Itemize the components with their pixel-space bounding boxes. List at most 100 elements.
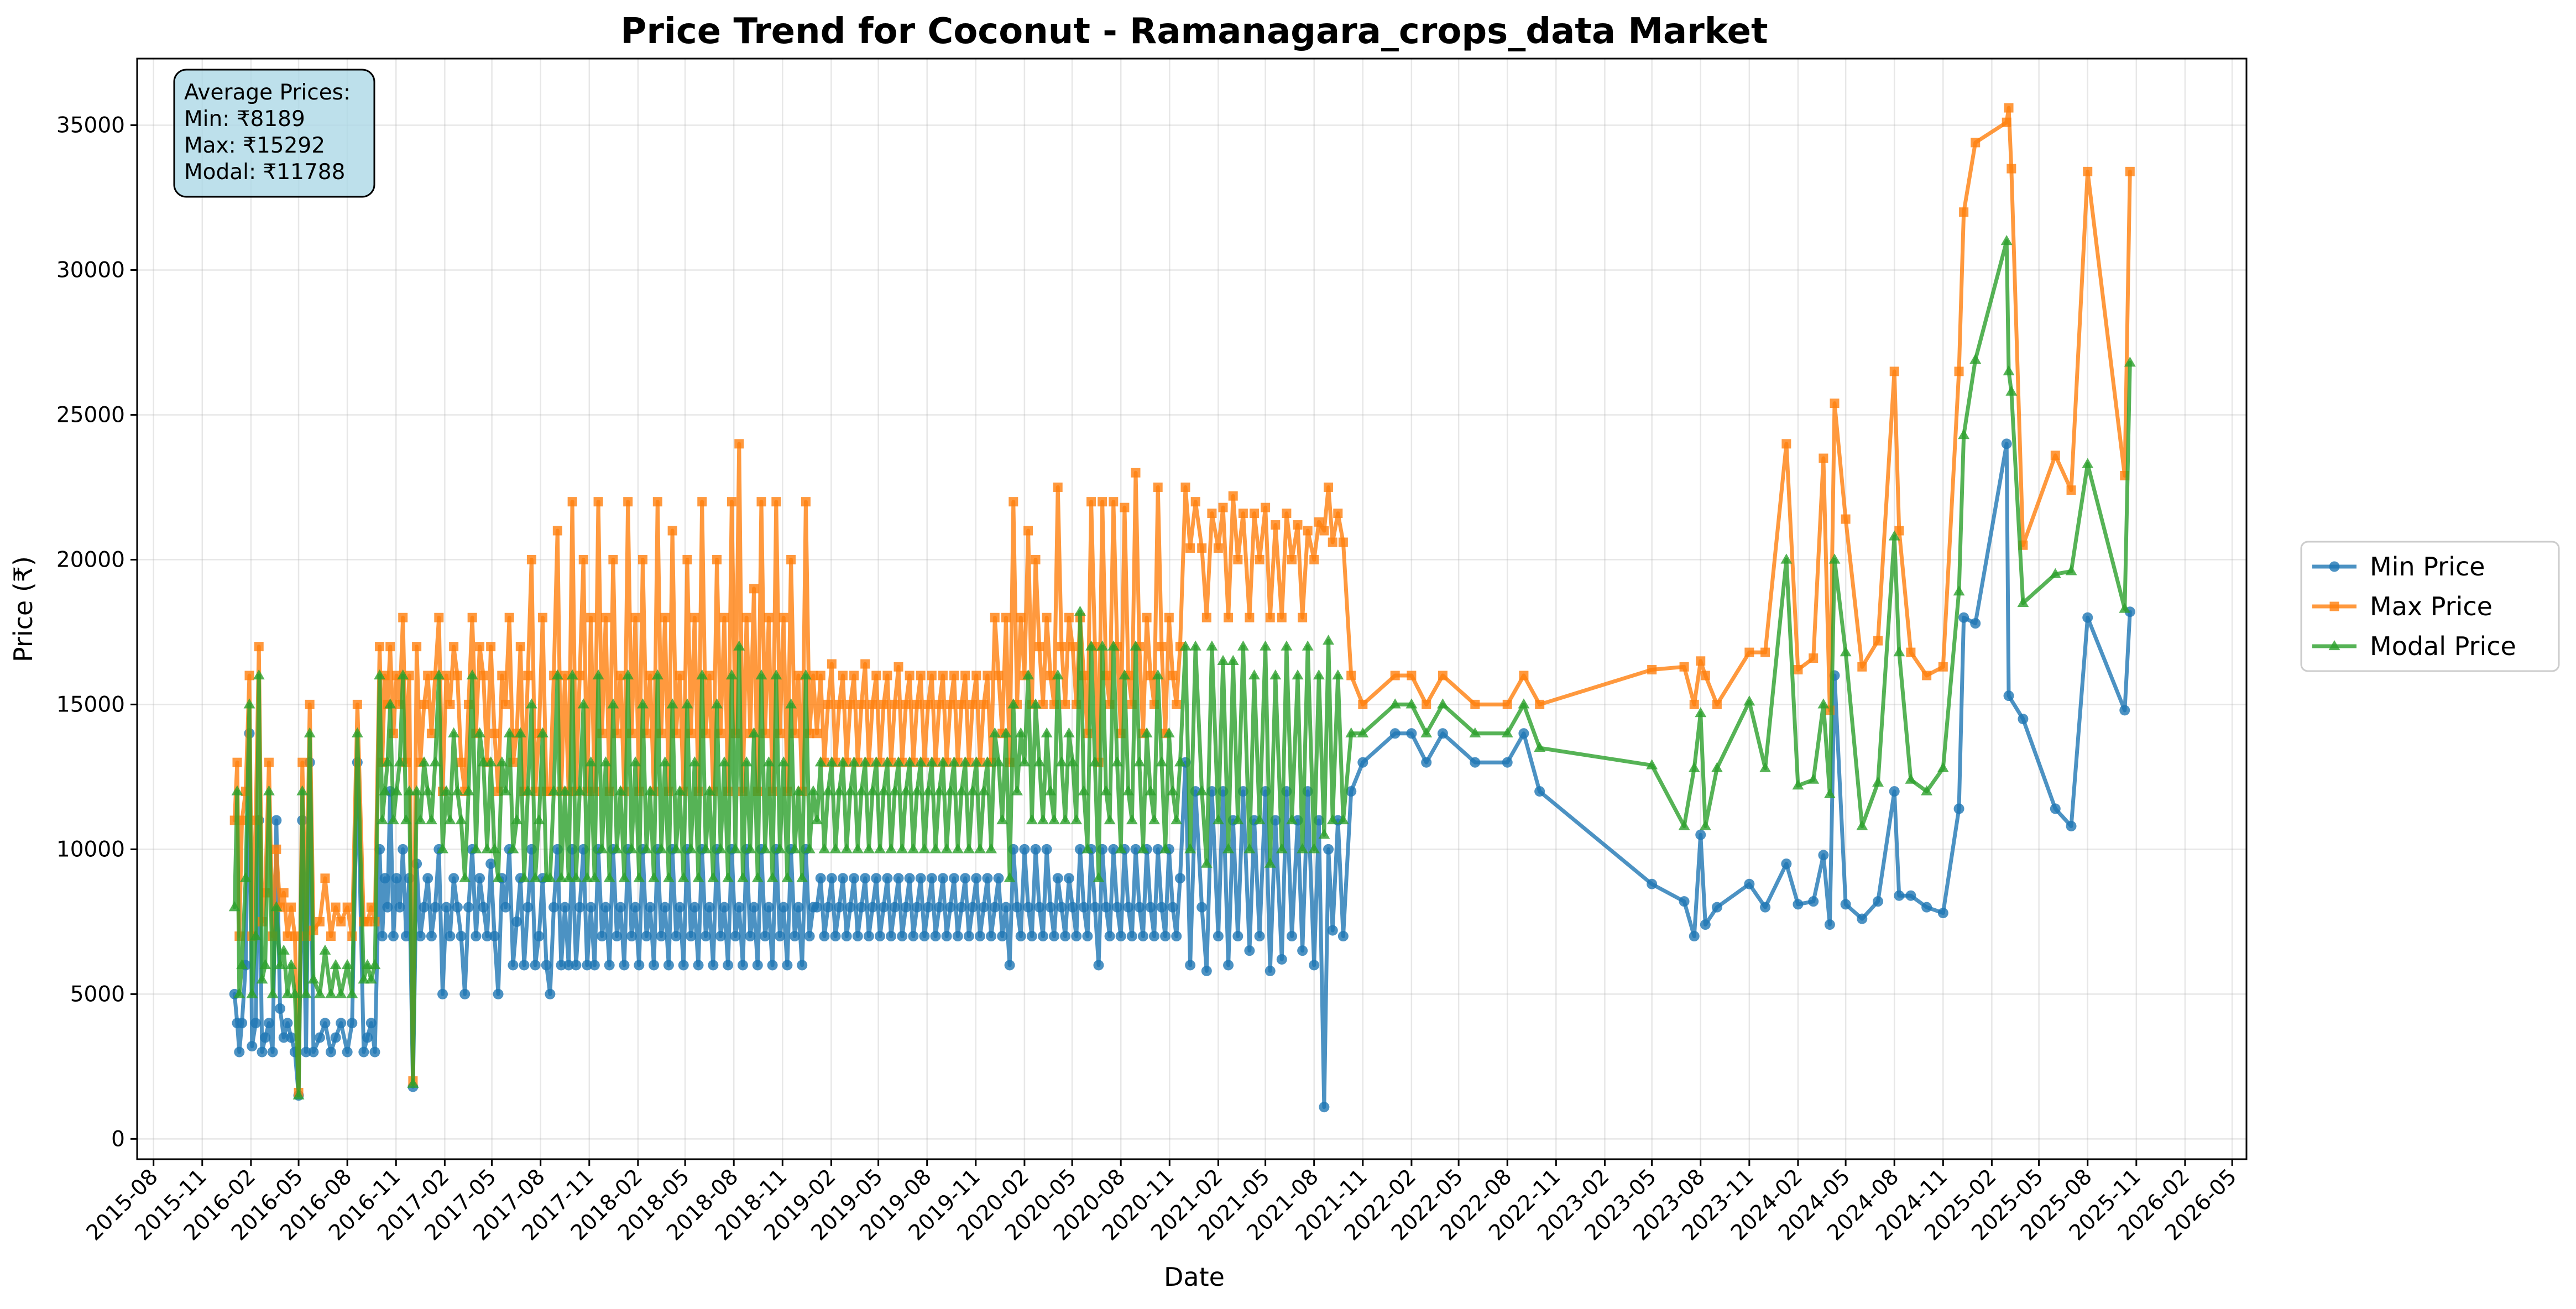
data-point-min-price — [271, 815, 282, 826]
data-point-max-price — [279, 888, 289, 898]
data-point-modal-price — [1152, 669, 1164, 680]
data-point-min-price — [382, 902, 393, 913]
data-point-min-price — [1689, 931, 1700, 942]
data-point-min-price — [1067, 902, 1078, 913]
data-point-modal-price — [1269, 669, 1282, 680]
data-point-modal-price — [1807, 773, 1820, 784]
data-point-max-price — [1647, 665, 1657, 675]
data-point-max-price — [675, 671, 685, 680]
data-point-modal-price — [388, 814, 399, 825]
data-point-min-price — [649, 960, 660, 971]
data-point-min-price — [634, 960, 645, 971]
data-point-modal-price — [422, 785, 434, 795]
data-point-min-price — [852, 931, 863, 942]
data-point-max-price — [1224, 612, 1234, 622]
data-point-max-price — [938, 671, 948, 680]
data-point-max-price — [445, 699, 455, 709]
data-point-min-price — [419, 902, 430, 913]
legend-marker-modal-price — [2328, 640, 2340, 651]
data-point-min-price — [478, 902, 489, 913]
data-point-modal-price — [1033, 756, 1046, 767]
data-point-max-price — [2050, 451, 2060, 460]
data-point-modal-price — [1163, 727, 1175, 737]
data-point-max-price — [1218, 502, 1228, 512]
data-point-min-price — [589, 960, 600, 971]
data-point-min-price — [749, 902, 760, 913]
data-point-modal-price — [740, 756, 753, 767]
data-point-min-price — [778, 902, 789, 913]
data-point-modal-price — [681, 698, 693, 709]
data-point-modal-price — [1905, 773, 1917, 784]
data-point-modal-price — [1302, 640, 1314, 651]
data-point-max-price — [838, 671, 848, 680]
data-point-modal-price — [246, 988, 258, 998]
data-point-modal-price — [718, 756, 730, 767]
data-point-max-price — [1303, 526, 1313, 536]
data-point-max-price — [315, 917, 325, 926]
data-point-max-price — [486, 642, 496, 652]
data-point-min-price — [1082, 931, 1093, 942]
data-point-min-price — [793, 902, 804, 913]
data-point-max-price — [575, 671, 585, 680]
y-tick-label: 15000 — [56, 692, 125, 717]
data-point-min-price — [1089, 902, 1100, 913]
data-point-min-price — [1111, 902, 1122, 913]
data-point-modal-price — [1081, 843, 1094, 854]
data-point-modal-price — [1156, 756, 1168, 767]
data-point-max-price — [1168, 671, 1178, 680]
data-point-max-price — [1535, 699, 1545, 709]
data-point-max-price — [385, 642, 395, 652]
data-point-modal-price — [414, 814, 426, 825]
data-point-max-price — [1146, 671, 1156, 680]
data-point-max-price — [608, 554, 618, 564]
data-point-modal-price — [1518, 698, 1530, 709]
y-tick-label: 10000 — [56, 837, 125, 862]
data-point-modal-price — [503, 727, 515, 737]
data-point-max-price — [949, 671, 959, 680]
data-point-min-price — [1309, 960, 1320, 971]
data-point-modal-price — [1078, 785, 1090, 795]
data-point-min-price — [485, 858, 497, 870]
data-point-modal-price — [231, 785, 243, 795]
data-point-max-price — [1180, 482, 1190, 492]
data-point-modal-price — [2049, 568, 2061, 578]
data-point-max-price — [1938, 662, 1948, 672]
data-point-modal-price — [985, 843, 997, 854]
data-point-min-price — [456, 931, 467, 942]
data-point-modal-price — [1313, 669, 1325, 680]
data-point-modal-price — [511, 814, 523, 825]
data-point-min-price — [1174, 873, 1185, 884]
data-point-modal-price — [307, 973, 320, 984]
data-point-max-price — [849, 671, 859, 680]
data-point-modal-price — [900, 785, 912, 795]
data-point-modal-price — [952, 843, 964, 854]
data-point-modal-price — [974, 843, 986, 854]
data-point-modal-price — [1107, 640, 1120, 651]
data-point-max-price — [452, 671, 462, 680]
data-point-min-price — [1023, 902, 1034, 913]
data-point-max-price — [426, 729, 436, 739]
data-point-max-price — [352, 699, 362, 709]
data-point-modal-price — [1711, 762, 1723, 772]
data-point-modal-price — [1212, 814, 1224, 825]
data-point-min-price — [956, 902, 967, 913]
data-point-min-price — [563, 960, 574, 971]
data-point-min-price — [1149, 931, 1160, 942]
data-point-max-price — [290, 931, 300, 941]
data-point-modal-price — [1323, 635, 1335, 645]
data-point-modal-price — [640, 843, 652, 854]
average-prices-box: Average Prices: Min: ₹8189 Max: ₹15292 M… — [173, 69, 375, 198]
data-point-max-price — [1046, 671, 1056, 680]
data-point-max-price — [1164, 612, 1174, 622]
data-point-max-price — [254, 642, 264, 652]
data-point-min-price — [930, 931, 941, 942]
data-point-modal-price — [566, 669, 578, 680]
data-point-min-price — [426, 931, 437, 942]
data-point-max-price — [478, 671, 488, 680]
data-point-max-price — [1201, 612, 1211, 622]
data-point-min-price — [541, 960, 552, 971]
data-point-modal-price — [485, 756, 497, 767]
data-point-modal-price — [267, 988, 279, 998]
data-point-modal-price — [537, 727, 548, 737]
data-point-max-price — [1109, 497, 1119, 507]
